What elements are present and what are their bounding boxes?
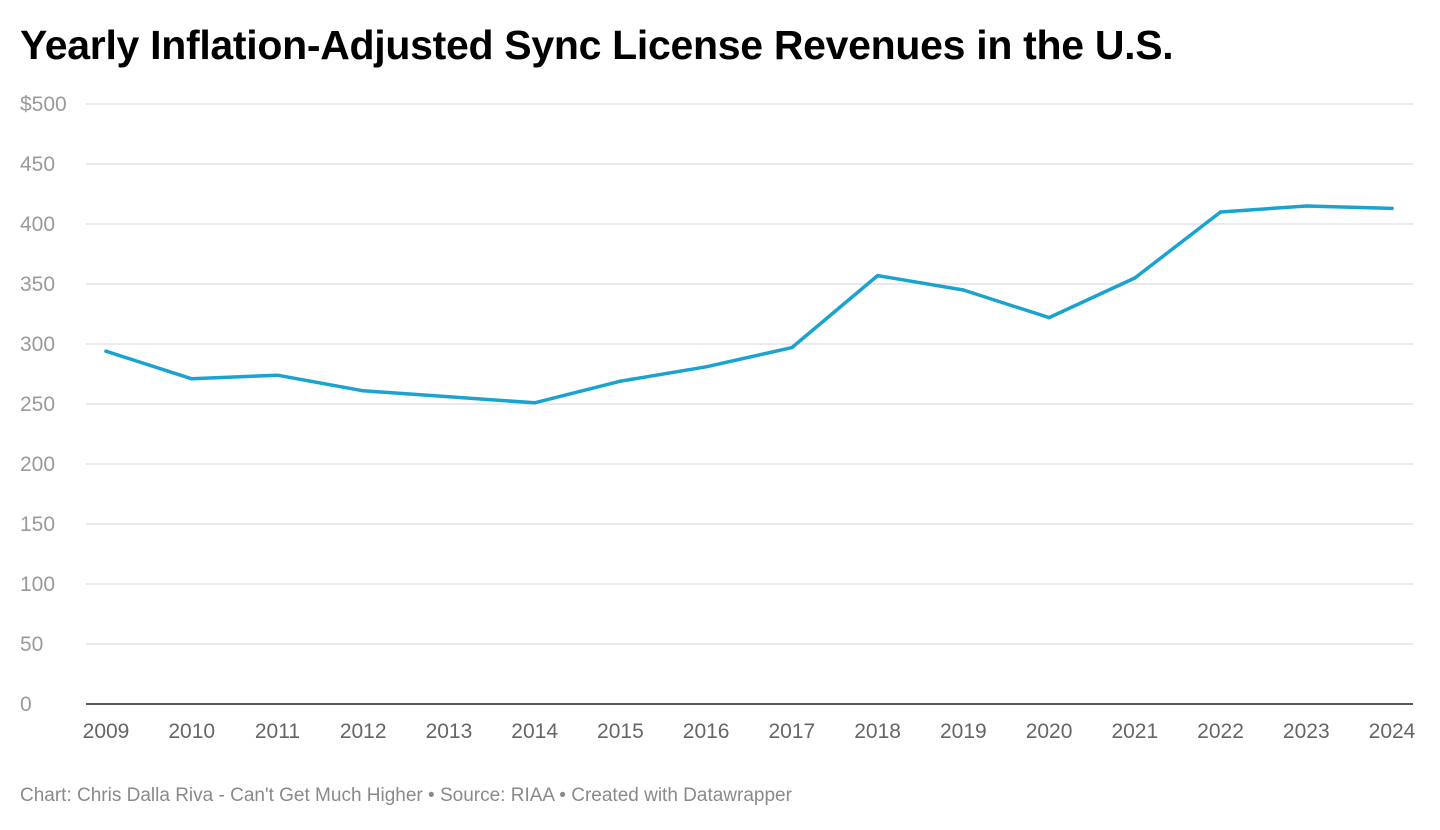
y-tick-label: 250 bbox=[20, 393, 55, 416]
y-tick-label: $500 bbox=[20, 93, 67, 116]
x-tick-label: 2018 bbox=[854, 720, 901, 743]
data-point bbox=[1133, 276, 1137, 280]
data-point bbox=[1047, 315, 1051, 320]
y-tick-label: 450 bbox=[20, 153, 55, 176]
data-point bbox=[790, 345, 794, 350]
x-tick-label: 2015 bbox=[597, 720, 644, 743]
x-tick-label: 2022 bbox=[1197, 720, 1244, 743]
data-point bbox=[104, 349, 108, 353]
x-tick-label: 2024 bbox=[1369, 720, 1416, 743]
y-tick-label: 300 bbox=[20, 333, 55, 356]
x-tick-label: 2014 bbox=[511, 720, 558, 743]
x-tick-label: 2012 bbox=[340, 720, 387, 743]
data-point bbox=[190, 377, 194, 381]
series-line bbox=[104, 204, 1394, 405]
data-point bbox=[275, 373, 280, 377]
x-tick-label: 2020 bbox=[1026, 720, 1073, 743]
x-tick-label: 2013 bbox=[426, 720, 473, 743]
x-tick-label: 2019 bbox=[940, 720, 987, 743]
chart-title: Yearly Inflation-Adjusted Sync License R… bbox=[20, 22, 1174, 68]
y-tick-label: 100 bbox=[20, 573, 55, 596]
y-tick-label: 50 bbox=[20, 633, 43, 656]
x-tick-label: 2016 bbox=[683, 720, 730, 743]
y-tick-label: 400 bbox=[20, 213, 55, 236]
y-tick-label: 0 bbox=[20, 693, 32, 716]
data-point bbox=[1218, 210, 1223, 214]
x-tick-label: 2021 bbox=[1111, 720, 1158, 743]
y-tick-label: 200 bbox=[20, 453, 55, 476]
data-point bbox=[1390, 206, 1394, 211]
data-point bbox=[361, 389, 365, 393]
data-point bbox=[1304, 204, 1308, 208]
data-point bbox=[618, 379, 623, 383]
x-tick-label: 2009 bbox=[83, 720, 130, 743]
data-point bbox=[961, 288, 966, 292]
x-tick-label: 2023 bbox=[1283, 720, 1330, 743]
x-tick-label: 2017 bbox=[769, 720, 816, 743]
data-point bbox=[875, 273, 880, 278]
data-point bbox=[532, 401, 537, 405]
chart-footer: Chart: Chris Dalla Riva - Can't Get Much… bbox=[20, 785, 792, 806]
x-tick-label: 2011 bbox=[255, 720, 300, 743]
x-tick-label: 2010 bbox=[168, 720, 215, 743]
y-tick-label: 350 bbox=[20, 273, 55, 296]
data-point bbox=[447, 395, 451, 399]
data-point bbox=[704, 365, 708, 369]
y-tick-label: 150 bbox=[20, 513, 55, 536]
